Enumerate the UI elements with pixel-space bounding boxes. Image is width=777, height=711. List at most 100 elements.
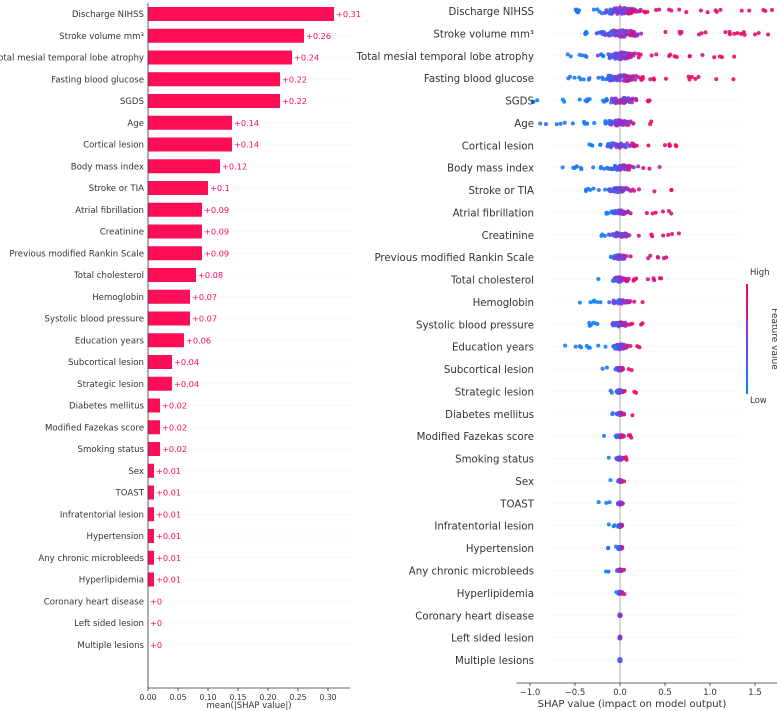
beeswarm-point (562, 99, 567, 104)
beeswarm-point (770, 7, 775, 12)
beeswarm-point (652, 278, 657, 283)
bar (148, 572, 154, 587)
beeswarm-point (606, 232, 611, 237)
beeswarm-point (642, 9, 647, 14)
beeswarm-feature-label: Coronary heart disease (415, 611, 534, 622)
beeswarm-x-tick-label: 0.5 (658, 688, 672, 698)
beeswarm-feature-label: Multiple lesions (455, 656, 534, 667)
beeswarm-point (666, 232, 671, 237)
beeswarm-point (640, 76, 645, 81)
bar-feature-label: Atrial fibrillation (75, 206, 144, 216)
bar (148, 442, 160, 456)
beeswarm-point (632, 188, 637, 193)
bar-data-label: +0.02 (162, 444, 187, 454)
beeswarm-point (609, 29, 614, 34)
beeswarm-point (591, 165, 596, 170)
beeswarm-point (622, 343, 627, 348)
bar-x-axis-label: mean(|SHAP value|) (206, 701, 291, 711)
beeswarm-point (587, 320, 592, 325)
beeswarm-point (562, 120, 567, 125)
beeswarm-point (612, 278, 617, 283)
beeswarm-point (604, 97, 609, 102)
bar (148, 159, 220, 174)
beeswarm-point (617, 55, 622, 60)
beeswarm-point (583, 53, 588, 58)
beeswarm-point (623, 6, 628, 11)
beeswarm-point (619, 479, 624, 484)
bar-data-label: +0.01 (156, 466, 181, 476)
beeswarm-point (714, 77, 719, 82)
beeswarm-point (560, 165, 565, 170)
beeswarm-point (595, 7, 600, 12)
beeswarm-point (648, 77, 653, 82)
beeswarm-point (631, 121, 636, 126)
beeswarm-feature-label: TOAST (499, 499, 534, 510)
beeswarm-point (625, 141, 630, 146)
bar-x-tick-label: 0.30 (320, 693, 337, 702)
beeswarm-point (531, 99, 536, 104)
bar-feature-label: Creatinine (100, 228, 144, 238)
beeswarm-point (633, 77, 638, 82)
beeswarm-point (577, 97, 582, 102)
beeswarm-point (538, 121, 543, 126)
bar (148, 246, 202, 261)
bar-data-label: +0.09 (204, 205, 229, 215)
beeswarm-point (756, 30, 761, 35)
beeswarm-point (636, 233, 641, 238)
beeswarm-x-tick-label: 1.5 (748, 688, 762, 698)
beeswarm-point (634, 390, 639, 395)
bar (148, 94, 280, 108)
beeswarm-point (618, 167, 623, 172)
beeswarm-point (646, 143, 651, 148)
beeswarm-point (607, 9, 612, 14)
beeswarm-point (638, 52, 643, 57)
beeswarm-point (620, 300, 625, 305)
beeswarm-point (615, 142, 620, 147)
beeswarm-point (739, 8, 744, 13)
beeswarm-point (723, 30, 728, 35)
beeswarm-point (659, 276, 664, 281)
bar-feature-label: Cortical lesion (83, 141, 144, 151)
beeswarm-point (630, 31, 635, 36)
bar-chart: Discharge NIHSS Stroke volume mm³ Total me… (0, 3, 361, 711)
beeswarm-feature-label: Hypertension (466, 544, 534, 555)
beeswarm-feature-label: Infratentorial lesion (434, 522, 534, 533)
beeswarm-point (615, 433, 620, 438)
beeswarm-point (573, 344, 578, 349)
beeswarm-point (615, 99, 620, 104)
beeswarm-point (599, 233, 604, 238)
beeswarm-point (596, 343, 601, 348)
beeswarm-point (600, 366, 605, 371)
bar-feature-label: Systolic blood pressure (44, 315, 144, 325)
bar-data-label: +0.1 (210, 183, 230, 193)
bar-feature-label: Hemoglobin (92, 293, 144, 303)
beeswarm-point (612, 523, 617, 528)
beeswarm-point (629, 368, 634, 373)
beeswarm-feature-label: Total cholesterol (450, 276, 534, 287)
bar (148, 289, 190, 304)
beeswarm-point (607, 500, 612, 505)
beeswarm-x-tick-label: −1.0 (520, 688, 541, 698)
beeswarm-point (595, 300, 600, 305)
beeswarm-point (622, 592, 627, 597)
bar-data-label: +0.01 (156, 509, 181, 519)
beeswarm-point (605, 144, 610, 149)
beeswarm-point (577, 344, 582, 349)
beeswarm-point (628, 254, 633, 259)
beeswarm-point (616, 233, 621, 238)
beeswarm-point (667, 142, 672, 147)
bar (148, 507, 154, 522)
bar-data-label: +0.02 (162, 422, 187, 432)
beeswarm-point (602, 233, 607, 238)
bar-data-label: +0 (150, 596, 162, 606)
beeswarm-point (620, 367, 625, 372)
bar-data-label: +0.14 (234, 118, 259, 128)
beeswarm-point (718, 7, 723, 12)
beeswarm-point (617, 591, 622, 596)
bar-x-tick-label: 0.20 (260, 693, 277, 702)
beeswarm-point (568, 54, 573, 59)
bar (148, 463, 154, 478)
beeswarm-point (618, 634, 623, 639)
beeswarm-point (634, 143, 639, 148)
beeswarm-point (649, 232, 654, 237)
